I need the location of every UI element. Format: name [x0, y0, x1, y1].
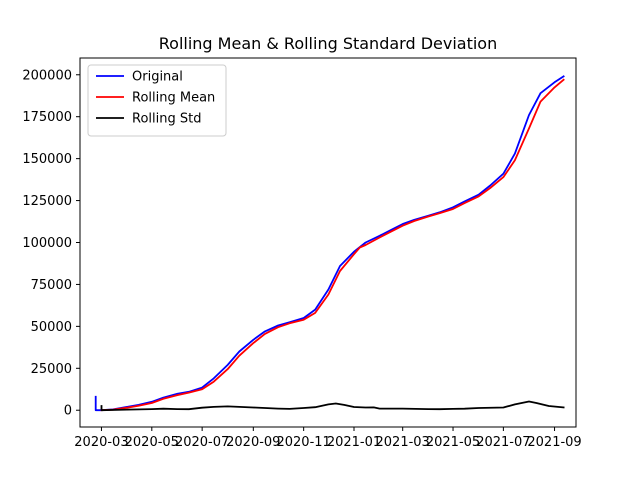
x-tick-label: 2021-07: [476, 435, 530, 450]
y-tick-label: 200000: [22, 68, 72, 83]
x-tick-label: 2021-03: [376, 435, 430, 450]
y-tick-label: 175000: [22, 110, 72, 125]
series-line-original: [94, 75, 565, 412]
x-tick-label: 2021-01: [327, 435, 381, 450]
legend: Original Rolling Mean Rolling Std: [87, 64, 227, 137]
x-tick-label: 2020-09: [226, 435, 280, 450]
series-line-rolling-std: [100, 400, 565, 412]
series-line-rolling-mean: [100, 78, 565, 412]
x-tick-label: 2020-07: [175, 435, 229, 450]
legend-label: Rolling Std: [132, 112, 201, 127]
legend-label: Original: [132, 70, 183, 85]
x-tick-label: 2021-05: [426, 435, 480, 450]
y-tick-label: 50000: [31, 320, 72, 335]
chart-title: Rolling Mean & Rolling Standard Deviatio…: [159, 34, 497, 53]
x-tick-label: 2020-05: [125, 435, 179, 450]
axes: 0 25000 50000 75000 100000 125000 150000 175000…: [22, 57, 582, 450]
y-tick-label: 150000: [22, 152, 72, 167]
legend-label: Rolling Mean: [132, 91, 215, 106]
plot-area: [94, 75, 565, 412]
x-tick-label: 2020-03: [74, 435, 128, 450]
y-tick-label: 75000: [31, 278, 72, 293]
y-tick-label: 25000: [31, 362, 72, 377]
y-tick-label: 125000: [22, 194, 72, 209]
y-tick-label: 0: [64, 404, 72, 419]
x-tick-label: 2020-11: [276, 435, 330, 450]
x-tick-label: 2021-09: [527, 435, 581, 450]
y-tick-label: 100000: [22, 236, 72, 251]
